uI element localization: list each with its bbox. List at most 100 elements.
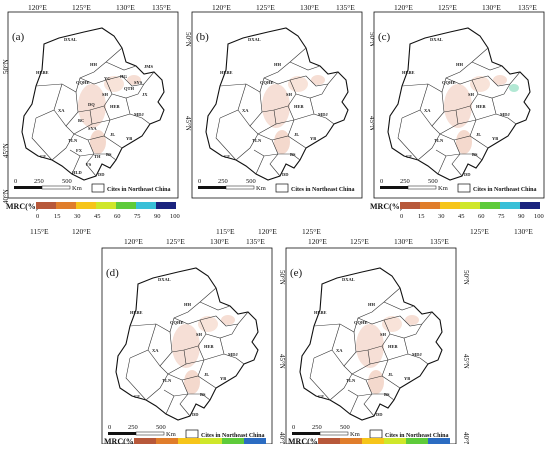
top-lon-label: 130°E	[116, 3, 135, 12]
panel-a-label: (a)	[12, 31, 25, 43]
city-label: CF	[318, 394, 324, 399]
top-lon-label: 120°E	[124, 237, 143, 246]
panel-b: 120°E 125°E 130°E 135°E 50°N 45°N (b) DX…	[191, 3, 376, 199]
panel-d-label: (d)	[106, 267, 119, 279]
top-lon-label: 135°E	[430, 237, 449, 246]
top-lon-label: 130°E	[300, 3, 319, 12]
city-label: MDJ	[228, 352, 238, 357]
city-label: BS	[290, 152, 296, 157]
scale-tick: 500	[62, 178, 72, 185]
legend-c: MRC(%) 0 15 30 45 60 75 90 100	[370, 202, 544, 220]
top-lon-label: 135°E	[246, 237, 265, 246]
scale-tick: 500	[428, 178, 438, 185]
city-label: BS	[384, 392, 390, 397]
city-label: BS	[106, 152, 112, 157]
panel-a-city-labels: DXAL HLBE HH QQHE YC HG JMS SYS SH QTH J…	[36, 37, 153, 177]
city-label: SYA	[88, 126, 97, 131]
bottom-lon-label: 120°E	[258, 227, 277, 236]
top-lon-label: 125°E	[166, 237, 185, 246]
panel-a-inset-legend: Cites in Northeast China	[91, 183, 171, 193]
city-label: QQHE	[170, 320, 184, 325]
right-lat-label: 45°N	[278, 354, 286, 369]
bottom-lon-label: 115°E	[30, 227, 49, 236]
scale-tick: 0	[292, 424, 295, 431]
city-label: SH	[380, 332, 387, 337]
city-label: DD	[464, 172, 471, 177]
city-label: TH	[94, 154, 101, 159]
city-label: YB	[220, 376, 226, 381]
city-label: HLBE	[220, 70, 233, 75]
city-label: JL	[204, 372, 209, 377]
city-label: DXAL	[158, 277, 171, 282]
city-label: DD	[376, 412, 383, 417]
city-label: XA	[336, 348, 343, 353]
city-label: HEB	[476, 104, 486, 109]
panel-c: 120°E 125°E 130°E 135°E (c) DXAL HLBE HH…	[373, 3, 545, 199]
left-lat-label: 50°N	[2, 59, 10, 74]
city-label: DXAL	[342, 277, 355, 282]
right-lat-label: 40°N	[462, 432, 470, 444]
top-lon-label: 120°E	[308, 237, 327, 246]
left-lat-label: 45°N	[2, 143, 10, 158]
city-label: TLN	[162, 378, 172, 383]
scale-tick: 250	[34, 178, 44, 185]
inset-label: Cites in Northeast China	[107, 187, 171, 193]
top-lon-label: 135°E	[152, 3, 171, 12]
scale-unit: Km	[350, 431, 360, 438]
panel-d-scale-bar: 0 250 500 Km	[108, 424, 176, 438]
city-label: HLBE	[402, 70, 415, 75]
legend-tick: 0	[36, 213, 39, 220]
city-label: HEB	[294, 104, 304, 109]
city-label: HLD	[72, 170, 83, 175]
panel-e-city-labels: DXAL HLBE HH QQHE SH HEB MDJ XA JL YB TL…	[314, 277, 422, 417]
city-label: YB	[310, 136, 316, 141]
city-label: MDJ	[412, 352, 422, 357]
city-label: YB	[492, 136, 498, 141]
city-label: HLBE	[130, 310, 143, 315]
top-lon-label: 135°E	[336, 3, 355, 12]
city-label: QQHE	[76, 80, 90, 85]
city-label: MDJ	[500, 112, 510, 117]
city-label: TLN	[346, 378, 356, 383]
scale-unit: Km	[256, 185, 266, 192]
right-lat-label: 45°N	[462, 354, 470, 369]
panel-d: 120°E 125°E 130°E 135°E 50°N 45°N 40°N (…	[101, 237, 286, 447]
city-label: TLN	[434, 138, 444, 143]
legend-d-partial: MRC(%)	[104, 437, 266, 446]
bottom-lon-label: 130°E	[514, 227, 533, 236]
city-label: BS	[200, 392, 206, 397]
legend-tick: 90	[154, 213, 161, 220]
scale-bar-segment	[41, 185, 71, 190]
city-label: JL	[294, 132, 299, 137]
city-label: CF	[134, 394, 140, 399]
panel-e: 120°E 125°E 130°E 135°E 50°N 45°N 40°N (…	[285, 237, 470, 447]
city-label: DXAL	[248, 37, 261, 42]
right-lat-label: 50°N	[278, 270, 286, 285]
top-lon-label: 135°E	[518, 3, 537, 12]
city-label: FX	[76, 148, 83, 153]
legend-tick: 75	[134, 213, 141, 220]
inset-swatch	[91, 183, 105, 193]
city-label: TLN	[68, 138, 78, 143]
legend-a: MRC(%) 0 15 30 45 60 75 90 100	[6, 202, 180, 220]
city-label: XA	[242, 108, 249, 113]
scale-unit: Km	[438, 185, 448, 192]
scale-tick: 250	[312, 424, 322, 431]
city-label: DQ	[88, 102, 95, 107]
city-label: XA	[58, 108, 65, 113]
legend-tick: 100	[534, 213, 544, 220]
scale-tick: 500	[246, 178, 256, 185]
city-label: HH	[368, 302, 376, 307]
city-label: FS	[86, 162, 92, 167]
legend-tick: 60	[478, 213, 485, 220]
city-label: HLBE	[36, 70, 49, 75]
panel-e-scale-bar: 0 250 500 Km	[292, 424, 360, 438]
legend-e-partial: MRC(%)	[288, 437, 450, 446]
legend-tick: 30	[74, 213, 81, 220]
city-label: SH	[196, 332, 203, 337]
legend-title: MRC(%)	[370, 202, 403, 211]
right-lat-label: 45°N	[368, 116, 376, 131]
city-label: JL	[476, 132, 481, 137]
bottom-lon-label: 115°E	[216, 227, 235, 236]
city-label: HH	[184, 302, 192, 307]
